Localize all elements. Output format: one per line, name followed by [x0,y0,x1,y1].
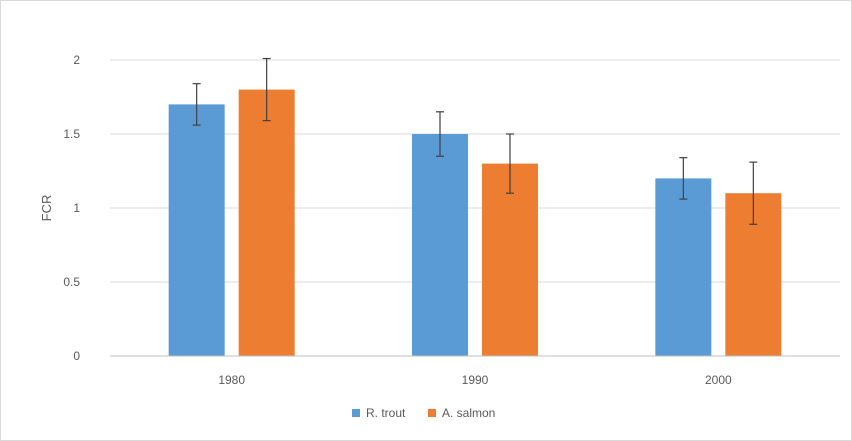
error-bar [506,133,514,194]
bars [168,89,782,357]
x-tick-label: 1990 [462,373,489,387]
y-tick-label: 2 [73,53,80,67]
gridlines [110,59,840,283]
bar-r-trout-1980 [168,104,225,357]
legend-item: R. trout [352,406,406,420]
y-axis-title: FCR [39,195,54,222]
bar-a-salmon-1990 [482,163,538,356]
error-bars [192,57,758,225]
bar-r-trout-1990 [412,134,468,356]
error-bar [679,157,688,200]
bar-a-salmon-1980 [238,89,295,356]
legend-label: A. salmon [442,406,495,420]
error-bar [262,57,271,122]
legend-swatch [428,409,436,417]
bar-r-trout-2000 [655,178,712,356]
x-tick-label: 2000 [705,373,732,387]
y-axis-ticks: 0 0.5 1 1.5 2 [63,53,80,363]
y-tick-label: 0.5 [63,275,80,289]
legend-item: A. salmon [428,406,495,420]
x-axis-ticks: 1980 1990 2000 [218,373,732,387]
error-bar [436,111,444,157]
y-tick-label: 1 [73,201,80,215]
legend: R. trout A. salmon [352,406,495,420]
error-bar [192,83,201,126]
legend-label: R. trout [366,406,406,420]
y-tick-label: 1.5 [63,127,80,141]
x-tick-label: 1980 [218,373,245,387]
legend-swatch [352,409,360,417]
error-bar [749,161,758,225]
y-tick-label: 0 [73,349,80,363]
